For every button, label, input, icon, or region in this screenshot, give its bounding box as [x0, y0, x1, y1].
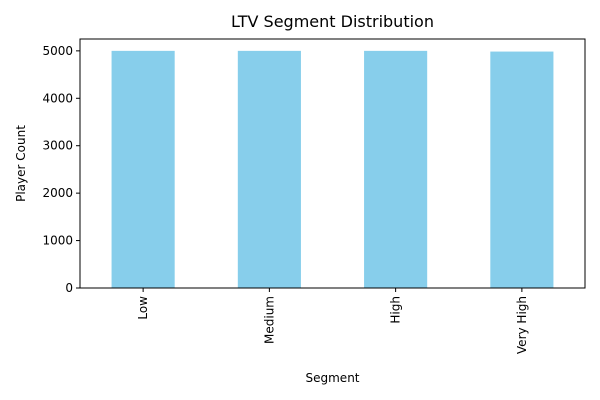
- bar-medium: [237, 50, 301, 288]
- bar-high: [364, 50, 428, 288]
- x-axis-label: Segment: [306, 371, 360, 385]
- y-tick-label: 5000: [42, 44, 73, 58]
- chart-title: LTV Segment Distribution: [231, 12, 434, 31]
- x-axis-ticks: Low Medium High Very High: [136, 288, 529, 354]
- y-tick-label: 4000: [42, 91, 73, 105]
- y-tick-label: 1000: [42, 234, 73, 248]
- bar-low: [111, 50, 175, 288]
- x-tick-label: Very High: [515, 296, 529, 354]
- x-tick-label: Low: [136, 296, 150, 320]
- x-tick-label: Medium: [262, 296, 276, 344]
- x-tick-label: High: [389, 296, 403, 324]
- y-tick-label: 2000: [42, 186, 73, 200]
- bar-very-high: [490, 51, 554, 288]
- y-axis-label: Player Count: [14, 125, 28, 202]
- plot-area-frame: [79, 38, 586, 289]
- bars-group: [111, 50, 554, 288]
- y-axis-ticks: 0 1000 2000 3000 4000 5000: [42, 44, 80, 295]
- y-tick-label: 0: [65, 281, 73, 295]
- y-tick-label: 3000: [42, 139, 73, 153]
